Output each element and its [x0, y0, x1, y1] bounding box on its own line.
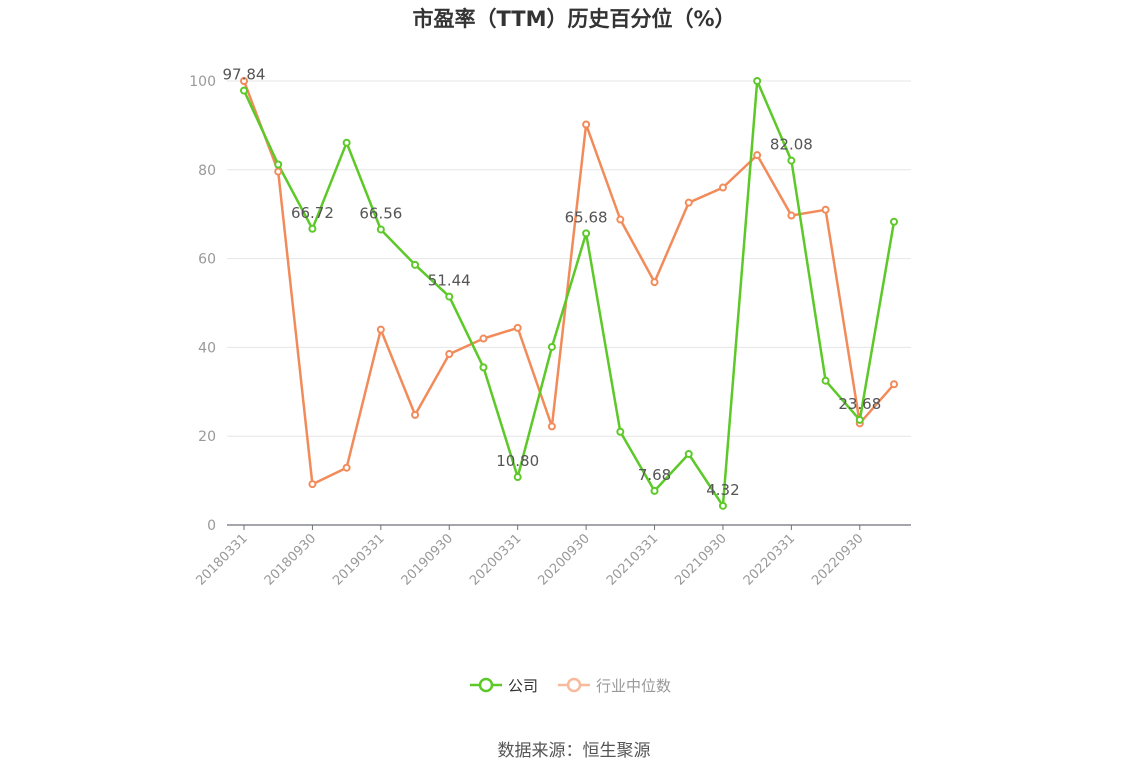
company-data-point — [890, 217, 898, 226]
company-series-line — [242, 79, 896, 508]
industry-data-point — [513, 323, 522, 332]
series-lines — [242, 79, 896, 508]
company-data-point — [308, 224, 317, 233]
industry-data-point — [479, 334, 488, 343]
company-data-point — [274, 160, 283, 169]
industry-data-point — [582, 120, 591, 129]
y-tick-label: 100 — [189, 74, 216, 90]
industry-data-point — [308, 480, 317, 489]
industry-data-point — [547, 422, 556, 431]
x-tick-label: 20190331 — [330, 531, 387, 588]
chart-title: 市盈率（TTM）历史百分位（%） — [412, 7, 736, 31]
data-label: 65.68 — [565, 208, 608, 226]
company-data-point — [582, 229, 591, 238]
industry-data-point — [274, 167, 283, 176]
grid-lines — [227, 80, 911, 437]
industry-data-point — [718, 183, 727, 192]
company-data-point — [411, 260, 420, 269]
x-tick-label: 20180930 — [262, 531, 319, 588]
company-data-point — [479, 363, 488, 372]
data-label: 10.80 — [496, 452, 539, 470]
industry-data-point — [342, 463, 351, 472]
x-tick-label: 20220331 — [741, 531, 798, 588]
industry-data-point — [445, 350, 454, 359]
industry-data-point — [616, 215, 625, 224]
company-data-point — [445, 292, 454, 301]
data-source: 数据来源：恒生聚源 — [497, 741, 651, 761]
company-data-point — [616, 427, 625, 436]
legend-company-marker-icon — [470, 677, 502, 693]
x-tick-label: 20190930 — [399, 531, 456, 588]
company-data-point — [684, 449, 693, 458]
data-label: 66.72 — [291, 204, 334, 222]
industry-data-point — [821, 205, 830, 214]
data-label: 23.68 — [838, 395, 881, 413]
industry-data-point — [650, 278, 659, 287]
industry-data-point — [684, 198, 693, 207]
y-tick-label: 0 — [207, 518, 216, 534]
x-tick-label: 20210930 — [672, 531, 729, 588]
legend-industry-marker-icon — [558, 677, 590, 693]
industry-data-point — [240, 77, 248, 85]
data-points — [240, 77, 898, 510]
legend-item-industry[interactable]: 行业中位数 — [558, 674, 671, 696]
company-data-point — [718, 501, 727, 510]
y-tick-label: 60 — [198, 252, 216, 268]
data-label: 97.84 — [223, 66, 266, 84]
industry-data-point — [890, 380, 898, 389]
company-data-point — [376, 225, 385, 234]
x-tick-label: 20210331 — [604, 531, 661, 588]
company-data-point — [342, 138, 351, 147]
company-data-point — [855, 415, 864, 424]
y-tick-label: 80 — [198, 163, 216, 179]
industry-series-line — [242, 80, 895, 486]
industry-data-point — [753, 151, 762, 160]
industry-data-point — [787, 211, 796, 220]
industry-data-point — [376, 325, 385, 334]
legend-label-company: 公司 — [508, 676, 539, 695]
data-label: 7.68 — [638, 466, 671, 484]
company-data-point — [650, 486, 659, 495]
company-data-point — [753, 77, 762, 85]
data-label: 82.08 — [770, 136, 813, 154]
company-data-point — [513, 473, 522, 482]
y-tick-label: 40 — [198, 340, 216, 356]
legend-label-industry: 行业中位数 — [596, 676, 672, 695]
x-tick-label: 20180331 — [193, 531, 250, 588]
industry-data-point — [411, 410, 420, 419]
legend-item-company[interactable]: 公司 — [470, 674, 538, 696]
company-data-point — [547, 342, 556, 351]
company-data-point — [787, 156, 796, 165]
company-data-point — [821, 376, 830, 385]
x-tick-label: 20200930 — [536, 531, 593, 588]
data-label: 51.44 — [428, 272, 471, 290]
y-tick-label: 20 — [198, 429, 216, 445]
x-tick-label: 20220930 — [809, 531, 866, 588]
data-labels: 97.84 66.72 66.56 51.44 10.80 65.68 7.68 4.32 82… — [223, 66, 882, 499]
data-label: 66.56 — [359, 204, 402, 222]
data-label: 4.32 — [706, 481, 739, 499]
company-data-point — [240, 86, 248, 95]
x-tick-label: 20200331 — [467, 531, 524, 588]
